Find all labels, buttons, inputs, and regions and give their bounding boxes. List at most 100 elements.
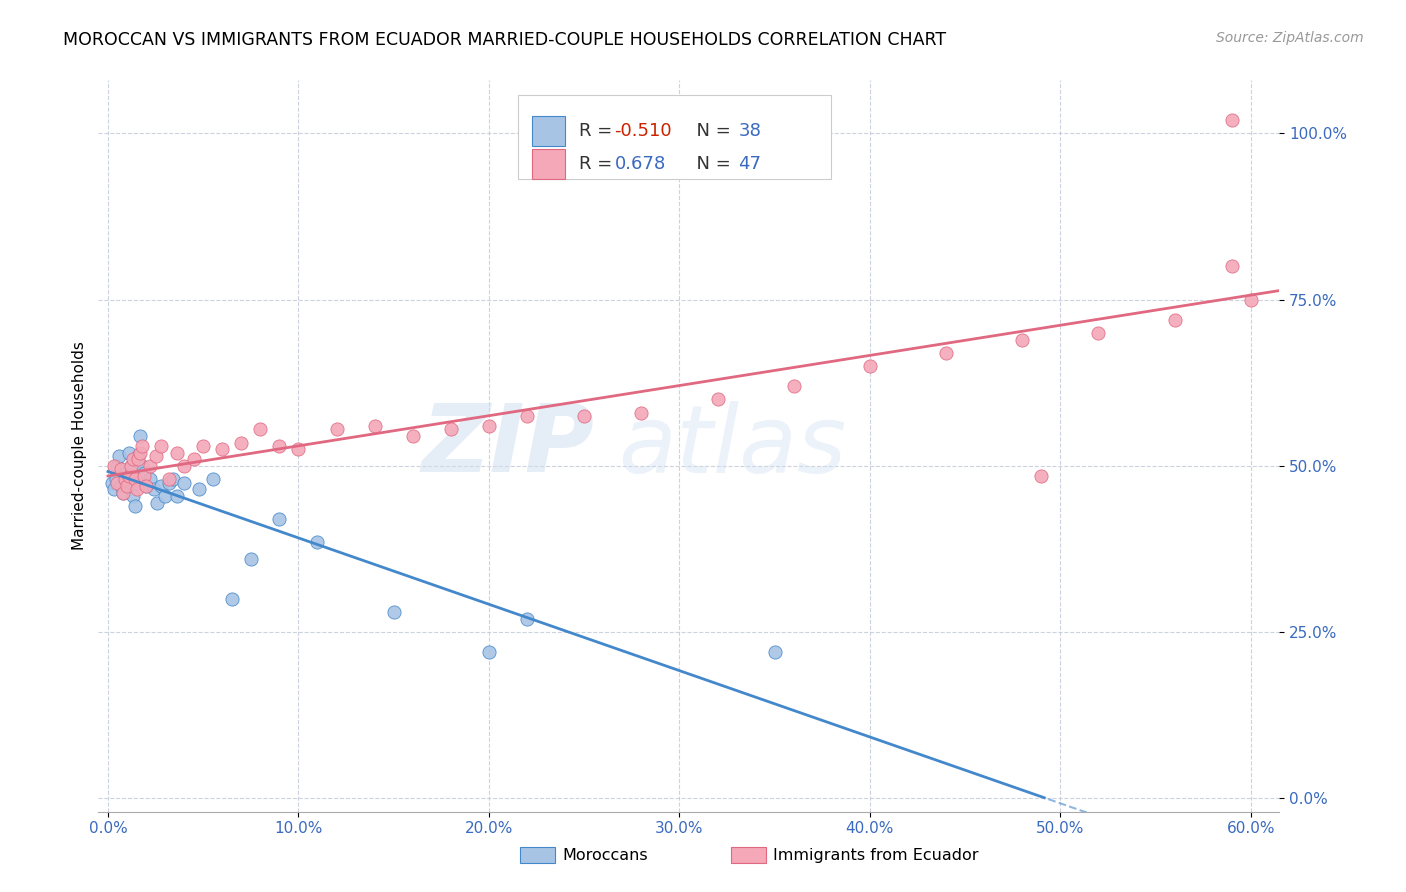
Point (269, 512, 291, 526)
Point (139, 472, 162, 486)
Point (142, 482, 165, 496)
Point (114, 475, 136, 490)
Point (134, 469, 156, 483)
Point (1031, 469, 1053, 483)
FancyBboxPatch shape (531, 149, 565, 179)
Text: N =: N = (685, 122, 737, 140)
FancyBboxPatch shape (517, 95, 831, 179)
Point (630, 406, 652, 420)
Point (183, 452, 205, 467)
Point (249, 422, 271, 436)
Point (131, 458, 153, 473)
FancyBboxPatch shape (531, 116, 565, 146)
Point (107, 475, 129, 490)
Point (363, 419, 385, 434)
Point (478, 419, 501, 434)
Point (112, 485, 135, 500)
Point (193, 439, 215, 453)
Point (112, 485, 135, 500)
Point (516, 409, 538, 423)
Text: atlas: atlas (619, 401, 846, 491)
Point (231, 435, 253, 450)
Text: MOROCCAN VS IMMIGRANTS FROM ECUADOR MARRIED-COUPLE HOUSEHOLDS CORRELATION CHART: MOROCCAN VS IMMIGRANTS FROM ECUADOR MARR… (63, 31, 946, 49)
Point (325, 422, 347, 436)
Point (110, 462, 132, 476)
Point (173, 475, 195, 490)
Point (129, 445, 152, 459)
Point (440, 422, 463, 436)
Point (211, 442, 233, 457)
Point (1220, 260, 1243, 274)
Text: N =: N = (685, 155, 737, 173)
Point (763, 645, 786, 659)
Point (173, 458, 195, 473)
Point (124, 499, 146, 513)
Point (100, 475, 122, 490)
Point (1087, 326, 1109, 340)
Point (129, 429, 152, 443)
Point (124, 472, 146, 486)
Point (706, 392, 728, 407)
Point (221, 591, 243, 606)
Point (134, 466, 156, 480)
Point (103, 482, 125, 496)
Point (1011, 333, 1033, 347)
Point (402, 429, 425, 443)
Point (150, 439, 173, 453)
Point (135, 479, 157, 493)
Point (572, 409, 595, 423)
Point (107, 458, 129, 473)
Point (103, 458, 125, 473)
Point (1163, 312, 1185, 326)
Point (269, 439, 291, 453)
Point (307, 535, 329, 549)
Point (118, 445, 141, 459)
Point (135, 479, 157, 493)
Text: 47: 47 (738, 155, 762, 173)
Y-axis label: Married-couple Households: Married-couple Households (72, 342, 87, 550)
Point (121, 489, 143, 503)
Point (783, 379, 806, 393)
Point (382, 605, 405, 619)
Text: R =: R = (579, 122, 619, 140)
Point (516, 612, 538, 626)
Point (125, 475, 148, 490)
Point (153, 489, 176, 503)
Point (150, 479, 173, 493)
Point (110, 479, 132, 493)
Text: R =: R = (579, 155, 624, 173)
Point (478, 645, 501, 659)
Point (157, 475, 180, 490)
Point (935, 346, 957, 360)
Point (145, 449, 167, 463)
Point (157, 472, 180, 486)
Point (121, 452, 143, 467)
Point (127, 452, 149, 467)
Point (120, 458, 142, 473)
Text: 38: 38 (738, 122, 762, 140)
Point (166, 445, 188, 459)
Point (125, 482, 148, 496)
Point (120, 458, 142, 473)
Point (114, 472, 136, 486)
Point (115, 466, 138, 480)
Point (239, 552, 262, 566)
Point (127, 449, 149, 463)
Point (104, 472, 127, 486)
Point (139, 458, 162, 473)
Point (1240, 293, 1263, 307)
Text: Moroccans: Moroccans (562, 848, 648, 863)
Point (201, 472, 224, 486)
Text: ZIP: ZIP (422, 400, 595, 492)
Point (146, 495, 169, 509)
Point (131, 439, 153, 453)
Text: -0.510: -0.510 (614, 122, 672, 140)
Point (1220, 113, 1243, 128)
Text: Immigrants from Ecuador: Immigrants from Ecuador (773, 848, 979, 863)
Point (287, 442, 309, 457)
Point (859, 359, 882, 374)
Text: Source: ZipAtlas.com: Source: ZipAtlas.com (1216, 31, 1364, 45)
Point (188, 482, 211, 496)
Point (166, 489, 188, 503)
Point (162, 472, 184, 486)
